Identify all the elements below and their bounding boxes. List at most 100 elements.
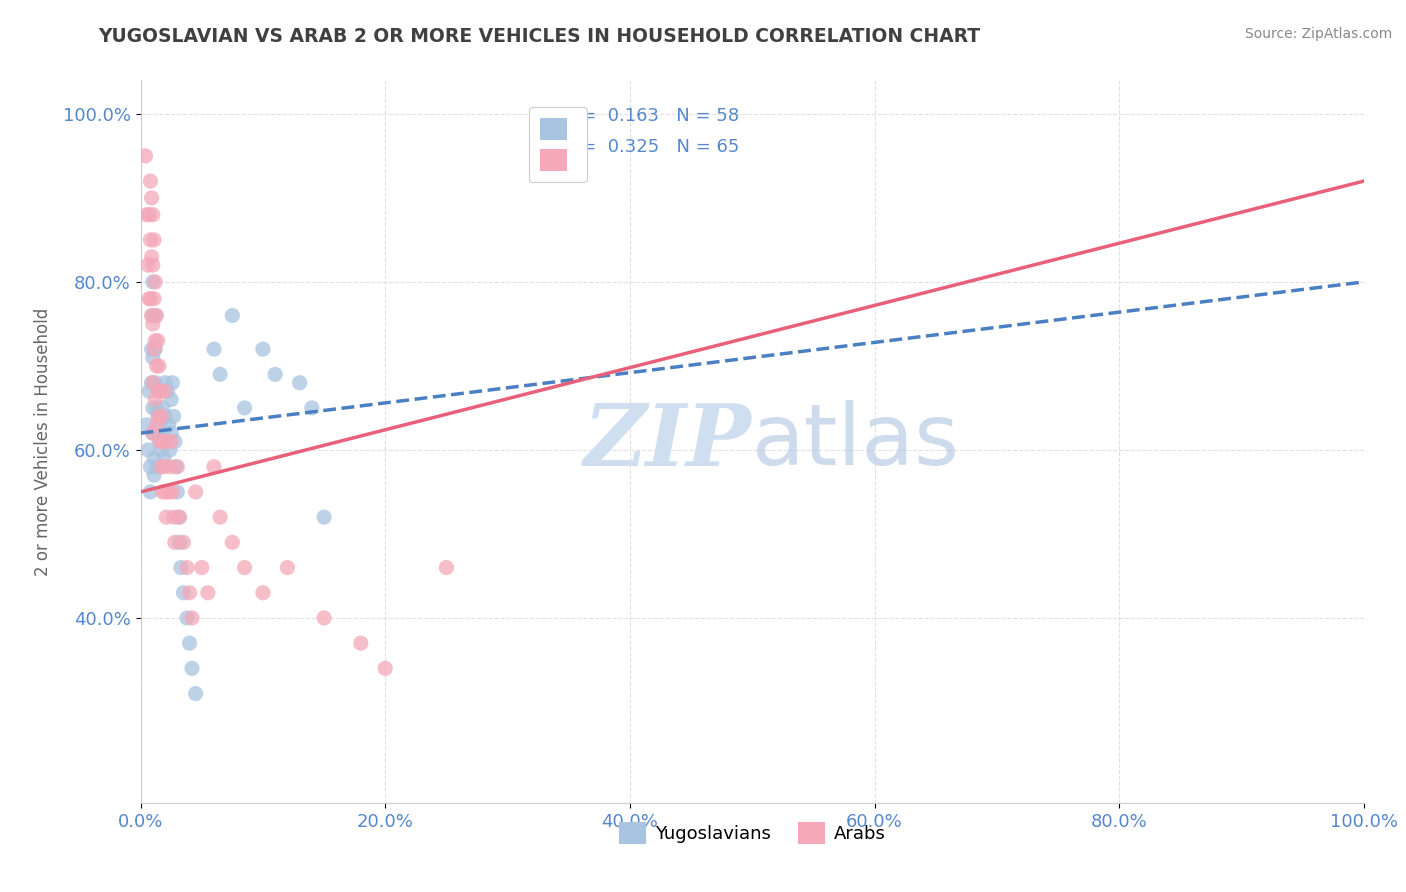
Point xyxy=(181,661,204,675)
Point xyxy=(146,409,169,424)
Point xyxy=(148,359,170,373)
Point xyxy=(152,485,174,500)
Point xyxy=(148,434,170,449)
Point xyxy=(252,586,274,600)
Point xyxy=(150,442,173,457)
Point xyxy=(139,174,162,188)
Point xyxy=(176,611,198,625)
Point xyxy=(184,687,207,701)
Point xyxy=(156,384,179,398)
Point xyxy=(159,459,181,474)
Point xyxy=(148,409,170,424)
Point xyxy=(142,208,165,222)
Point xyxy=(150,409,173,424)
Point xyxy=(172,535,194,549)
Point xyxy=(143,275,166,289)
Point xyxy=(152,426,174,441)
Point xyxy=(134,149,156,163)
Point xyxy=(141,342,163,356)
Point xyxy=(138,208,160,222)
Point xyxy=(135,208,157,222)
Point xyxy=(312,611,335,625)
Point xyxy=(276,560,298,574)
Point xyxy=(233,560,256,574)
Point xyxy=(142,376,165,390)
Point xyxy=(172,586,194,600)
Point xyxy=(143,392,166,407)
Point xyxy=(350,636,373,650)
Point xyxy=(156,434,179,449)
Point xyxy=(233,401,256,415)
Point xyxy=(146,334,169,348)
Point xyxy=(148,384,170,398)
Point xyxy=(138,384,160,398)
Point xyxy=(143,309,166,323)
Point xyxy=(165,459,187,474)
Point xyxy=(142,426,165,441)
Point xyxy=(143,451,166,466)
Text: YUGOSLAVIAN VS ARAB 2 OR MORE VEHICLES IN HOUSEHOLD CORRELATION CHART: YUGOSLAVIAN VS ARAB 2 OR MORE VEHICLES I… xyxy=(98,27,980,45)
Point xyxy=(145,459,167,474)
Text: Source: ZipAtlas.com: Source: ZipAtlas.com xyxy=(1244,27,1392,41)
Point xyxy=(149,434,172,449)
Text: ZIP: ZIP xyxy=(585,400,752,483)
Point xyxy=(170,560,193,574)
Point xyxy=(166,485,188,500)
Text: R =  0.325   N = 65: R = 0.325 N = 65 xyxy=(562,138,740,156)
Point xyxy=(145,426,167,441)
Point xyxy=(146,384,169,398)
Text: atlas: atlas xyxy=(752,400,960,483)
Point xyxy=(157,417,180,432)
Point xyxy=(138,292,160,306)
Point xyxy=(301,401,323,415)
Point xyxy=(141,250,163,264)
Point xyxy=(150,459,173,474)
Point xyxy=(142,258,165,272)
Point xyxy=(136,258,159,272)
Point xyxy=(143,376,166,390)
Point xyxy=(312,510,335,524)
Point xyxy=(162,409,184,424)
Point xyxy=(142,401,165,415)
Point xyxy=(142,275,165,289)
Point xyxy=(142,317,165,331)
Point xyxy=(288,376,311,390)
Point xyxy=(176,560,198,574)
Point xyxy=(179,586,201,600)
Point xyxy=(153,376,176,390)
Point xyxy=(264,368,287,382)
Point xyxy=(145,309,167,323)
Point xyxy=(159,442,181,457)
Point xyxy=(139,459,162,474)
Point xyxy=(162,485,184,500)
Point xyxy=(143,342,166,356)
Point xyxy=(152,401,174,415)
Point xyxy=(139,485,162,500)
Point xyxy=(252,342,274,356)
Point xyxy=(139,292,162,306)
Point xyxy=(191,560,214,574)
Point xyxy=(374,661,396,675)
Point xyxy=(202,342,225,356)
Point xyxy=(141,309,163,323)
Legend: Yugoslavians, Arabs: Yugoslavians, Arabs xyxy=(612,815,893,852)
Point xyxy=(152,434,174,449)
Point xyxy=(153,451,176,466)
Point xyxy=(153,384,176,398)
Point xyxy=(436,560,458,574)
Point xyxy=(149,417,172,432)
Point xyxy=(153,409,176,424)
Point xyxy=(136,442,159,457)
Point xyxy=(202,459,225,474)
Point xyxy=(143,334,166,348)
Point xyxy=(163,434,186,449)
Point xyxy=(157,485,180,500)
Point xyxy=(162,376,184,390)
Point xyxy=(179,636,201,650)
Point xyxy=(145,417,167,432)
Point xyxy=(209,510,232,524)
Point xyxy=(166,459,188,474)
Point xyxy=(155,434,177,449)
Point xyxy=(141,191,163,205)
Point xyxy=(142,426,165,441)
